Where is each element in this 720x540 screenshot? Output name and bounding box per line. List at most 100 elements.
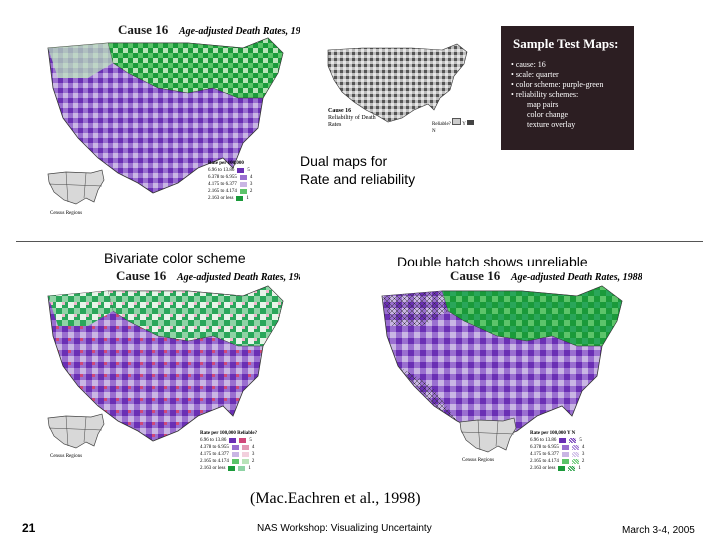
legend-swatch: [571, 452, 579, 457]
sample-test-maps-box: Sample Test Maps: cause: 16 scale: quart…: [501, 26, 634, 150]
inset-label: Census Regions: [462, 458, 495, 463]
map-bottom-left: Cause 16 Age-adjusted Death Rates, 1988–…: [38, 266, 300, 476]
legend-swatch: [561, 459, 569, 464]
legend-range: 6.96 to 13.86: [208, 168, 235, 173]
legend-heading: Rate per 100,000 Reliable?: [200, 430, 257, 437]
caption-bivariate: Bivariate color scheme: [104, 250, 246, 266]
citation: (Mac.Eachren et al., 1998): [250, 490, 421, 507]
caption-dual-maps: Dual maps for Rate and reliability: [300, 152, 415, 188]
us-hatched-map: [381, 285, 623, 442]
legend-swatch: [558, 466, 566, 471]
legend-swatch: [466, 120, 474, 125]
legend-swatch: [561, 452, 569, 457]
legend-swatch: [559, 438, 567, 443]
footer-center: NAS Workshop: Visualizing Uncertainty: [257, 523, 432, 534]
legend-swatch: [238, 466, 246, 471]
caption-dual-line1: Dual maps for: [300, 153, 388, 169]
sample-box-subitem: color change: [527, 110, 569, 119]
legend-class: 1: [246, 196, 249, 201]
legend-heading: Rate per 100,000: [208, 161, 244, 166]
legend-range: 6.96 to 13.86: [200, 438, 227, 443]
legend-class: 2: [249, 189, 253, 194]
map-legend: Rate per 100,000 Y N 6.96 to 13.86 5 6.37…: [530, 430, 584, 472]
legend-swatch: [241, 445, 249, 450]
legend-swatch: [241, 452, 249, 457]
reliability-subtitle: Reliability of Death Rates: [328, 115, 376, 128]
legend-class: 4: [581, 445, 585, 450]
sample-box-item: cause: 16: [511, 60, 603, 70]
sample-box-subitem: texture overlay: [527, 120, 576, 129]
legend-row: 6.378 to 6.955 4: [530, 444, 584, 451]
legend-class: 4: [251, 445, 255, 450]
legend-swatch: [561, 445, 569, 450]
legend-swatch: [239, 182, 247, 187]
legend-row: 2.163 or less 1: [530, 465, 584, 472]
map-cause-label: Cause 16: [118, 22, 169, 37]
caption-dual-line2: Rate and reliability: [300, 171, 416, 187]
census-regions-inset: [47, 413, 105, 449]
legend-swatch: [239, 438, 247, 443]
legend-range: 2.163 or less: [200, 466, 226, 471]
census-regions-inset: [47, 169, 105, 205]
legend-swatch: [236, 196, 244, 201]
reliability-legend-head: Reliable?: [432, 122, 451, 127]
legend-class: 2: [581, 459, 585, 464]
legend-swatch: [229, 438, 237, 443]
legend-swatch: [231, 452, 239, 457]
legend-row: 4.175 to 6.377 3: [530, 451, 584, 458]
legend-row: 4.378 to 6.955 4: [200, 444, 257, 451]
us-reliability-map: [327, 43, 468, 123]
legend-class: 5: [249, 438, 252, 443]
legend-row: 6.96 to 13.86 5: [530, 437, 584, 444]
legend-heading-rate: Rate per 100,000: [530, 431, 566, 436]
map-legend: Rate per 100,000 Reliable? 6.96 to 13.86…: [200, 430, 257, 472]
census-regions-inset: [459, 417, 517, 453]
legend-swatch: [239, 189, 247, 194]
legend-swatch: [237, 168, 245, 173]
legend-class: 3: [581, 452, 585, 457]
legend-swatch: [241, 459, 249, 464]
legend-swatch: [571, 445, 579, 450]
legend-heading-reliable: Reliable?: [237, 431, 258, 436]
map-title: Cause 16 Age-adjusted Death Rates, 1988–…: [450, 268, 642, 284]
legend-range: 4.175 to 4.377: [200, 452, 229, 457]
legend-range: 6.378 to 6.955: [208, 175, 237, 180]
legend-row: 2.163 or less 1: [200, 465, 257, 472]
legend-swatch: [231, 445, 239, 450]
legend-class: 1: [578, 466, 581, 471]
legend-range: 2.163 or less: [208, 196, 234, 201]
reliability-title: Cause 16 Reliability of Death Rates: [328, 108, 378, 129]
legend-swatch: [571, 459, 579, 464]
reliability-no: N: [432, 129, 436, 134]
legend-heading-yn: Y N: [566, 431, 576, 436]
legend-row: 6.96 to 13.86 5: [200, 437, 257, 444]
legend-class: 3: [251, 452, 255, 457]
map-bottom-right: Cause 16 Age-adjusted Death Rates, 1988–…: [372, 266, 642, 476]
reliability-yes: Y: [462, 122, 466, 127]
legend-range: 4.175 to 6.377: [530, 452, 559, 457]
legend-row: 2.165 to 4.174 2: [530, 458, 584, 465]
legend-swatch: [452, 118, 462, 125]
divider-line: [16, 241, 703, 242]
map-subtitle: Age-adjusted Death Rates, 1988–1992: [176, 272, 300, 283]
us-choropleth-map: [47, 37, 284, 194]
legend-range: 4.175 to 6.377: [208, 182, 237, 187]
legend-swatch: [231, 459, 239, 464]
legend-range: 6.378 to 6.955: [530, 445, 559, 450]
legend-row: 2.163 or less 1: [208, 195, 252, 202]
legend-range: 2.163 or less: [530, 466, 556, 471]
map-cause-label: Cause 16: [450, 268, 501, 283]
sample-box-list: cause: 16 scale: quarter color scheme: p…: [511, 60, 604, 130]
legend-swatch: [239, 175, 247, 180]
map-title: Cause 16 Age-adjusted Death Rates, 1988–…: [118, 22, 300, 38]
reliability-cause: Cause 16: [328, 108, 352, 114]
sample-box-subitem: map pairs: [527, 100, 559, 109]
legend-row: 6.378 to 6.955 4: [208, 174, 252, 181]
sample-box-title: Sample Test Maps:: [513, 36, 619, 51]
page-number: 21: [22, 521, 36, 535]
legend-class: 3: [249, 182, 253, 187]
map-title: Cause 16 Age-adjusted Death Rates, 1988–…: [116, 268, 300, 284]
legend-swatch: [568, 466, 576, 471]
legend-row: 4.175 to 4.377 3: [200, 451, 257, 458]
sample-box-item: reliability schemes:: [511, 90, 603, 100]
